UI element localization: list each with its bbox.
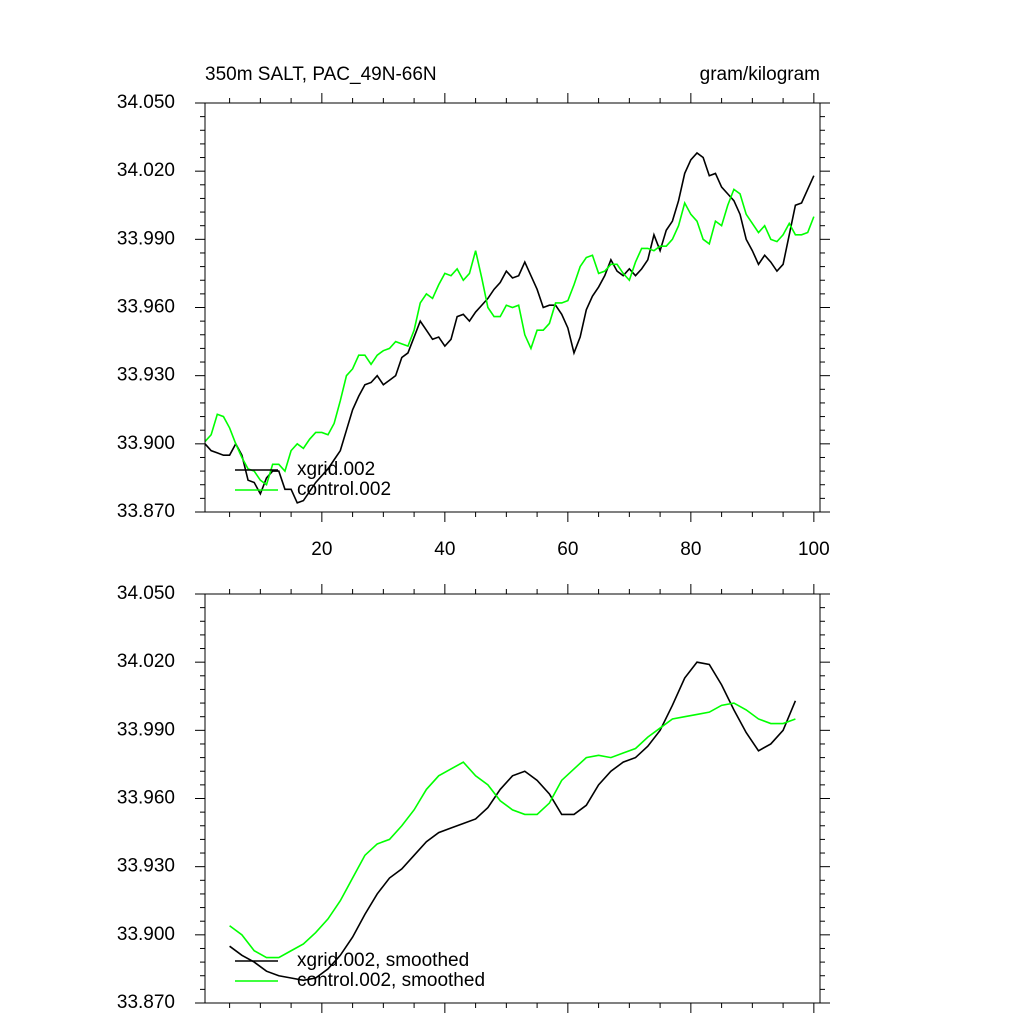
x-tick-label: 20 xyxy=(311,539,332,560)
y-tick-label: 33.900 xyxy=(117,924,175,945)
y-tick-label: 33.900 xyxy=(117,433,175,454)
x-tick-label: 100 xyxy=(798,539,830,560)
legend-label: xgrid.002 xyxy=(297,459,375,480)
y-tick-label: 34.050 xyxy=(117,92,175,113)
y-tick-label: 33.870 xyxy=(117,992,175,1013)
y-tick-label: 33.990 xyxy=(117,719,175,740)
y-tick-label: 34.020 xyxy=(117,160,175,181)
legend-label: xgrid.002, smoothed xyxy=(297,950,469,971)
series-line xyxy=(204,151,815,504)
y-tick-label: 34.020 xyxy=(117,651,175,672)
series-line xyxy=(229,661,797,982)
x-tick-label: 40 xyxy=(434,539,455,560)
y-tick-label: 33.960 xyxy=(117,297,175,318)
y-tick-label: 33.960 xyxy=(117,788,175,809)
x-tick-label: 60 xyxy=(557,539,578,560)
y-tick-label: 33.930 xyxy=(117,856,175,877)
y-tick-label: 33.870 xyxy=(117,501,175,522)
plot-frame xyxy=(204,102,821,513)
x-tick-label: 80 xyxy=(680,539,701,560)
series-line xyxy=(229,702,796,959)
legend-label: control.002, smoothed xyxy=(297,970,485,991)
series-line xyxy=(204,188,815,487)
legend-label: control.002 xyxy=(297,479,391,500)
y-tick-label: 33.930 xyxy=(117,365,175,386)
chart-title: 350m SALT, PAC_49N-66N xyxy=(205,64,437,85)
plot-frame xyxy=(204,593,821,1004)
y-tick-label: 33.990 xyxy=(117,228,175,249)
units-label: gram/kilogram xyxy=(700,64,820,85)
y-tick-label: 34.050 xyxy=(117,583,175,604)
